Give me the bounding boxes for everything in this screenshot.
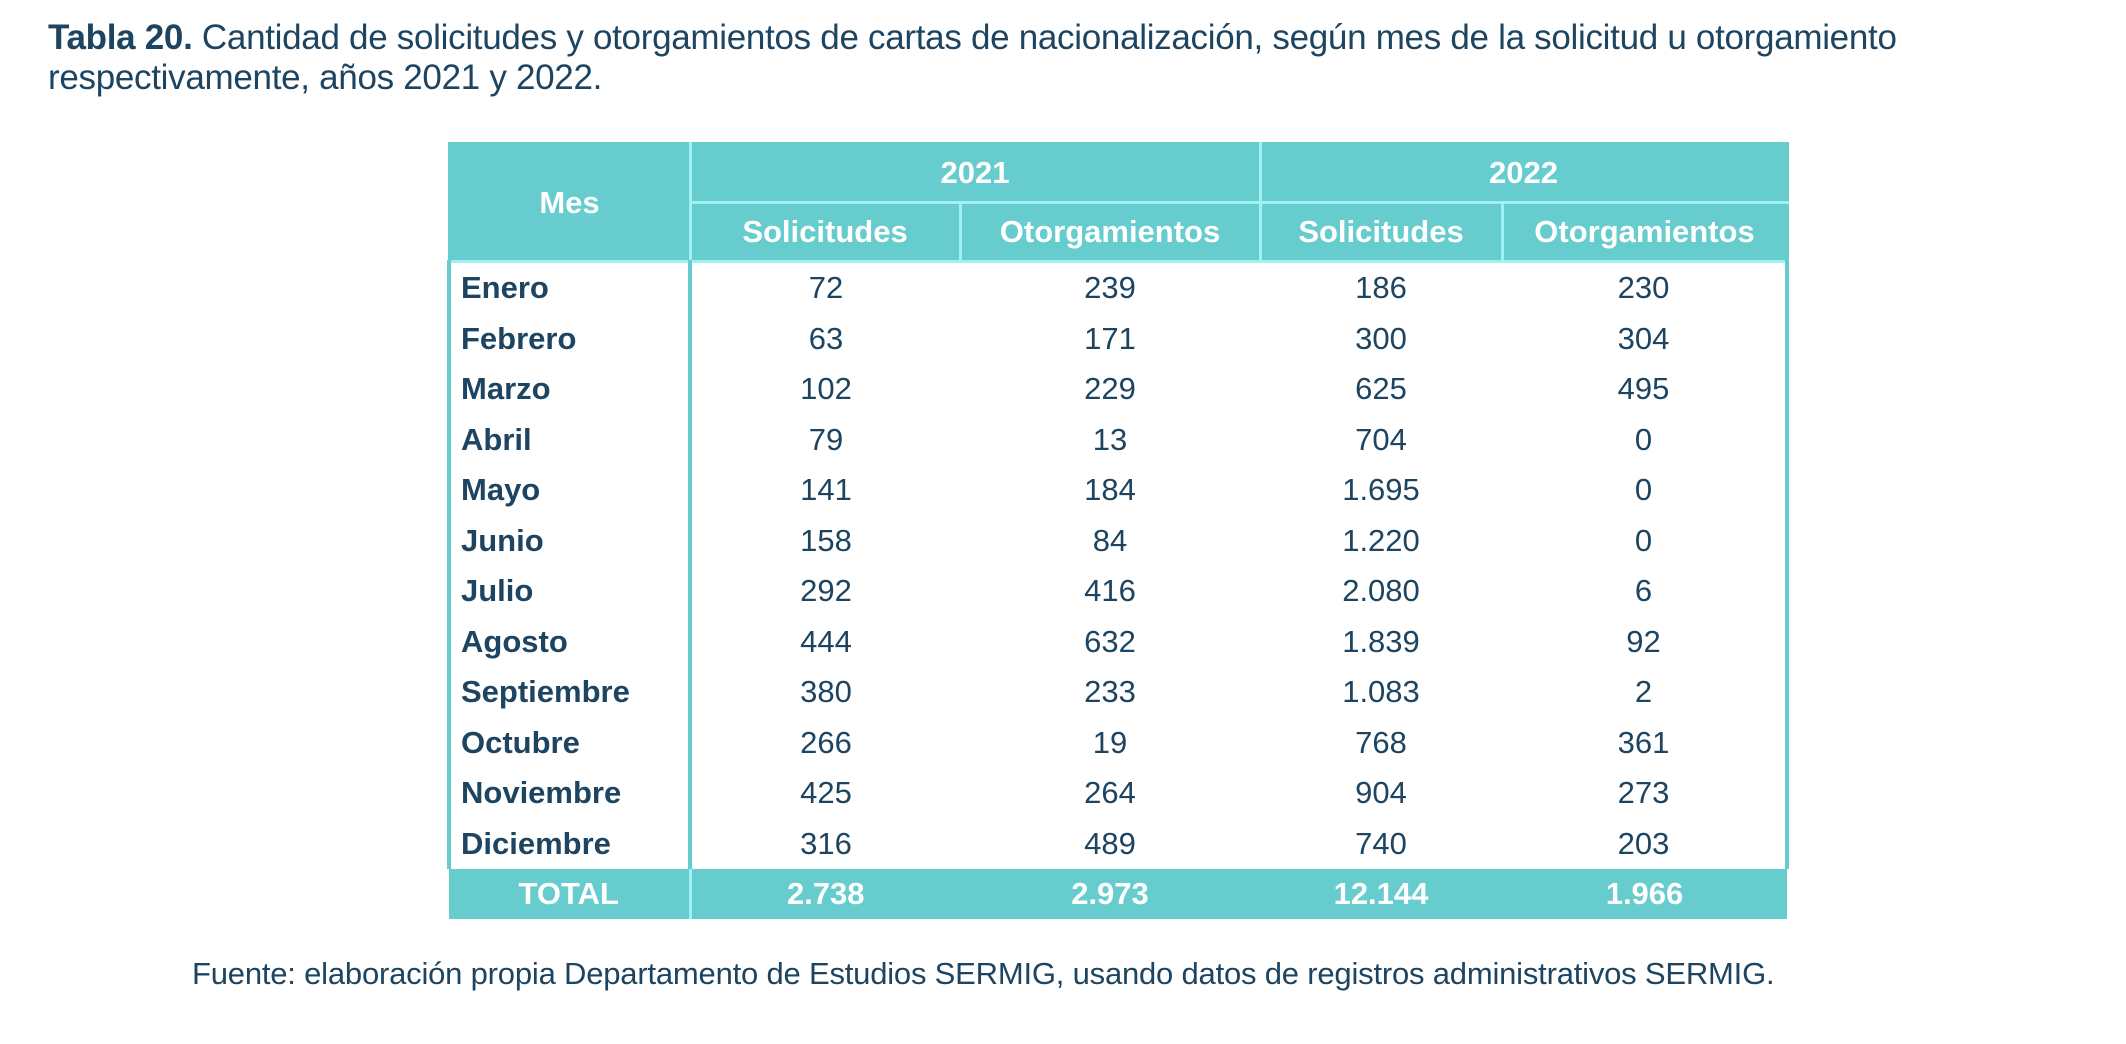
- table-row: Mayo 141 184 1.695 0: [447, 465, 1789, 516]
- total-label: TOTAL: [449, 869, 692, 919]
- table-row: Octubre 266 19 768 361: [447, 717, 1789, 768]
- naturalization-table-container: Mes 2021 2022 Solicitudes Otorgamientos …: [447, 142, 1789, 919]
- otorgamientos-2022-cell: 361: [1502, 717, 1789, 768]
- table-row: Junio 158 84 1.220 0: [447, 515, 1789, 566]
- subheader-solicitudes-2021: Solicitudes: [688, 201, 962, 263]
- table-caption-text: Cantidad de solicitudes y otorgamientos …: [48, 18, 1897, 97]
- solicitudes-2022-cell: 1.083: [1260, 667, 1502, 718]
- table-body: Enero 72 239 186 230 Febrero 63 171 300 304 Marzo 1…: [447, 261, 1789, 869]
- subheader-solicitudes-2022: Solicitudes: [1258, 201, 1504, 263]
- solicitudes-2021-cell: 72: [690, 261, 960, 314]
- month-cell: Marzo: [447, 364, 692, 415]
- otorgamientos-2022-cell: 0: [1502, 465, 1789, 516]
- table-row: Marzo 102 229 625 495: [447, 364, 1789, 415]
- header-year-row: Mes 2021 2022: [447, 142, 1789, 263]
- otorgamientos-2022-cell: 0: [1502, 414, 1789, 465]
- month-cell: Septiembre: [447, 667, 692, 718]
- table-row: Noviembre 425 264 904 273: [447, 768, 1789, 819]
- otorgamientos-2021-cell: 416: [960, 566, 1260, 617]
- solicitudes-2022-cell: 1.695: [1260, 465, 1502, 516]
- total-otorgamientos-2022: 1.966: [1502, 869, 1787, 919]
- table-row: Septiembre 380 233 1.083 2: [447, 667, 1789, 718]
- month-cell: Noviembre: [447, 768, 692, 819]
- solicitudes-2021-cell: 425: [690, 768, 960, 819]
- solicitudes-2022-cell: 740: [1260, 818, 1502, 869]
- otorgamientos-2022-cell: 92: [1502, 616, 1789, 667]
- otorgamientos-2021-cell: 229: [960, 364, 1260, 415]
- solicitudes-2022-cell: 904: [1260, 768, 1502, 819]
- solicitudes-2021-cell: 380: [690, 667, 960, 718]
- solicitudes-2022-cell: 704: [1260, 414, 1502, 465]
- otorgamientos-2021-cell: 264: [960, 768, 1260, 819]
- otorgamientos-2022-cell: 0: [1502, 515, 1789, 566]
- month-cell: Febrero: [447, 313, 692, 364]
- solicitudes-2021-cell: 158: [690, 515, 960, 566]
- month-cell: Mayo: [447, 465, 692, 516]
- otorgamientos-2021-cell: 239: [960, 261, 1260, 314]
- month-column-header: Mes: [447, 142, 692, 263]
- otorgamientos-2021-cell: 171: [960, 313, 1260, 364]
- otorgamientos-2021-cell: 489: [960, 818, 1260, 869]
- total-solicitudes-2022: 12.144: [1260, 869, 1502, 919]
- solicitudes-2021-cell: 316: [690, 818, 960, 869]
- solicitudes-2022-cell: 186: [1260, 261, 1502, 314]
- solicitudes-2021-cell: 141: [690, 465, 960, 516]
- month-cell: Junio: [447, 515, 692, 566]
- source-note: Fuente: elaboración propia Departamento …: [192, 956, 1775, 991]
- table-number: Tabla 20.: [48, 18, 193, 57]
- month-cell: Julio: [447, 566, 692, 617]
- table-caption: Tabla 20. Cantidad de solicitudes y otor…: [48, 18, 2098, 98]
- total-otorgamientos-2021: 2.973: [960, 869, 1260, 919]
- year-header-2022: 2022: [1258, 142, 1789, 204]
- year-header-2021: 2021: [688, 142, 1262, 204]
- otorgamientos-2022-cell: 203: [1502, 818, 1789, 869]
- subheader-otorgamientos-2022: Otorgamientos: [1500, 201, 1789, 263]
- otorgamientos-2022-cell: 273: [1502, 768, 1789, 819]
- total-solicitudes-2021: 2.738: [690, 869, 960, 919]
- naturalization-table: Mes 2021 2022 Solicitudes Otorgamientos …: [447, 142, 1789, 919]
- month-cell: Abril: [447, 414, 692, 465]
- otorgamientos-2021-cell: 184: [960, 465, 1260, 516]
- solicitudes-2021-cell: 292: [690, 566, 960, 617]
- table-row: Febrero 63 171 300 304: [447, 313, 1789, 364]
- month-cell: Enero: [447, 261, 692, 314]
- month-cell: Diciembre: [447, 818, 692, 869]
- otorgamientos-2022-cell: 230: [1502, 261, 1789, 314]
- solicitudes-2021-cell: 102: [690, 364, 960, 415]
- table-row: Diciembre 316 489 740 203: [447, 818, 1789, 869]
- solicitudes-2022-cell: 300: [1260, 313, 1502, 364]
- otorgamientos-2022-cell: 495: [1502, 364, 1789, 415]
- solicitudes-2021-cell: 444: [690, 616, 960, 667]
- subheader-otorgamientos-2021: Otorgamientos: [958, 201, 1262, 263]
- otorgamientos-2021-cell: 84: [960, 515, 1260, 566]
- table-row: Enero 72 239 186 230: [447, 261, 1789, 314]
- otorgamientos-2021-cell: 19: [960, 717, 1260, 768]
- solicitudes-2022-cell: 1.839: [1260, 616, 1502, 667]
- table-row: Abril 79 13 704 0: [447, 414, 1789, 465]
- table-row: Agosto 444 632 1.839 92: [447, 616, 1789, 667]
- otorgamientos-2021-cell: 233: [960, 667, 1260, 718]
- solicitudes-2022-cell: 625: [1260, 364, 1502, 415]
- solicitudes-2021-cell: 63: [690, 313, 960, 364]
- header-subcolumn-row: Solicitudes Otorgamientos Solicitudes Ot…: [449, 201, 1789, 263]
- otorgamientos-2021-cell: 632: [960, 616, 1260, 667]
- solicitudes-2022-cell: 768: [1260, 717, 1502, 768]
- solicitudes-2021-cell: 79: [690, 414, 960, 465]
- otorgamientos-2022-cell: 2: [1502, 667, 1789, 718]
- month-cell: Octubre: [447, 717, 692, 768]
- otorgamientos-2022-cell: 304: [1502, 313, 1789, 364]
- month-cell: Agosto: [447, 616, 692, 667]
- table-row: Julio 292 416 2.080 6: [447, 566, 1789, 617]
- total-row: TOTAL 2.738 2.973 12.144 1.966: [449, 869, 1787, 919]
- solicitudes-2022-cell: 1.220: [1260, 515, 1502, 566]
- solicitudes-2022-cell: 2.080: [1260, 566, 1502, 617]
- otorgamientos-2021-cell: 13: [960, 414, 1260, 465]
- otorgamientos-2022-cell: 6: [1502, 566, 1789, 617]
- solicitudes-2021-cell: 266: [690, 717, 960, 768]
